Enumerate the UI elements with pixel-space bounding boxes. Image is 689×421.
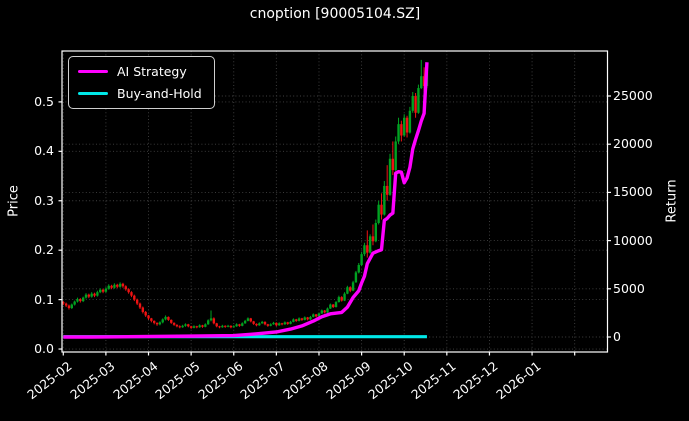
- legend-label: Buy-and-Hold: [117, 86, 202, 101]
- gridlines: [62, 51, 608, 352]
- legend: AI Strategy Buy-and-Hold: [68, 56, 215, 109]
- return-tick-label: 10000: [613, 232, 653, 248]
- legend-label: AI Strategy: [117, 64, 187, 79]
- price-tick-label: 0.0: [34, 341, 54, 357]
- candlesticks: [62, 59, 429, 329]
- return-tick-label: 0: [613, 329, 621, 344]
- legend-item-buy-and-hold: Buy-and-Hold: [78, 84, 202, 103]
- ai-strategy-line: [63, 62, 429, 339]
- chart-title: cnoption [90005104.SZ]: [249, 6, 421, 22]
- axis-ticks: [58, 95, 611, 356]
- return-tick-label: 25000: [613, 87, 653, 103]
- buy-and-hold-line-swatch: [78, 91, 108, 96]
- return-tick-label: 5000: [613, 280, 645, 296]
- price-tick-label: 0.2: [34, 242, 54, 258]
- plot-border: [61, 50, 609, 353]
- legend-item-ai-strategy: AI Strategy: [78, 62, 202, 81]
- price-tick-label: 0.4: [34, 143, 54, 159]
- ai-strategy-line-swatch: [78, 69, 108, 74]
- return-tick-label: 15000: [613, 184, 653, 200]
- price-tick-label: 0.1: [34, 291, 54, 307]
- price-tick-label: 0.5: [34, 93, 54, 109]
- price-tick-label: 0.3: [34, 192, 54, 208]
- return-tick-label: 20000: [613, 136, 653, 152]
